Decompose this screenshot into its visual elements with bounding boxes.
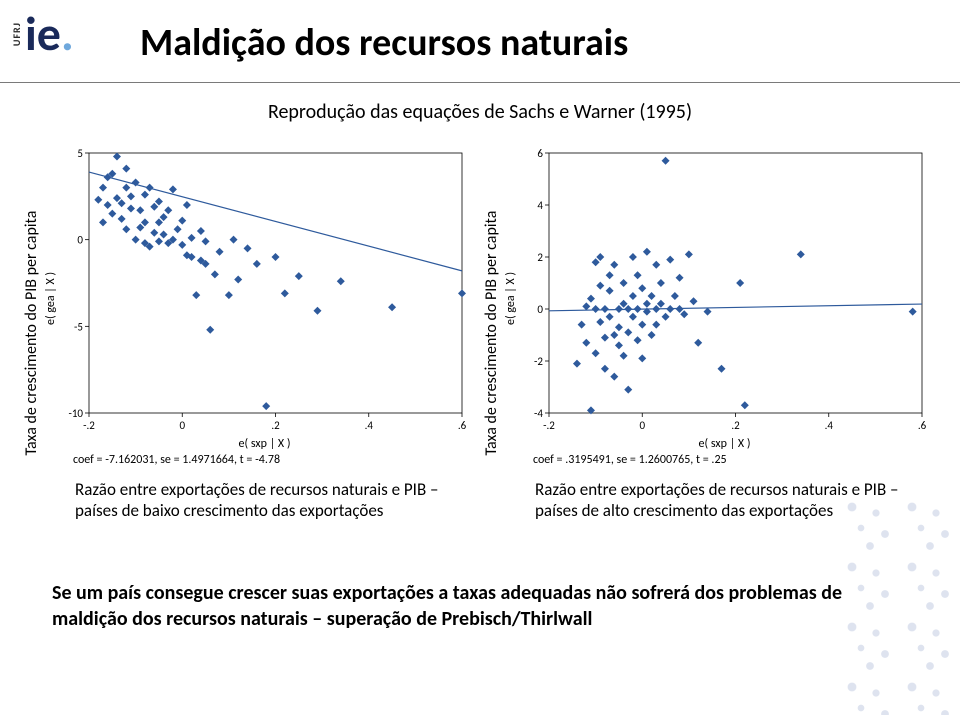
svg-text:2: 2: [537, 251, 543, 264]
svg-text:-.2: -.2: [83, 419, 95, 432]
svg-text:-5: -5: [74, 320, 83, 333]
svg-text:.6: .6: [918, 419, 927, 432]
svg-text:.6: .6: [458, 419, 467, 432]
left-scatter-plot: -10 -5 0 5 -.2 0 .2 .4 .6: [59, 145, 470, 435]
right-scatter-plot: -4 -2 0 2 4 6 -.2 0 .2 .4 .6: [519, 145, 930, 435]
conclusion-text: Se um país consegue crescer suas exporta…: [52, 580, 908, 632]
left-coef-text: coef = -7.162031, se = 1.4971664, t = -4…: [43, 451, 470, 473]
left-xlabel-stata: e( sxp | X ): [59, 435, 470, 451]
right-ylabel-stata: e( gea | X ): [503, 145, 519, 451]
charts-row: Taxa de crescimento do PIB per capita e(…: [20, 145, 930, 522]
right-chart-block: Taxa de crescimento do PIB per capita e(…: [480, 145, 930, 522]
left-ylabel-outer: Taxa de crescimento do PIB per capita: [20, 145, 43, 522]
subtitle: Reprodução das equações de Sachs e Warne…: [0, 100, 960, 124]
svg-text:0: 0: [639, 419, 645, 432]
left-ylabel-stata: e( gea | X ): [43, 145, 59, 451]
right-caption: Razão entre exportações de recursos natu…: [503, 473, 930, 522]
svg-text:.4: .4: [365, 419, 374, 432]
svg-text:.4: .4: [825, 419, 834, 432]
svg-text:5: 5: [77, 147, 83, 160]
right-ylabel-outer: Taxa de crescimento do PIB per capita: [480, 145, 503, 522]
svg-text:.2: .2: [731, 419, 740, 432]
svg-text:6: 6: [537, 147, 543, 160]
svg-text:0: 0: [179, 419, 185, 432]
svg-text:4: 4: [537, 199, 543, 212]
svg-text:-10: -10: [68, 407, 83, 420]
logo-ie-text: ie.: [25, 10, 74, 58]
logo-ufrj-text: UFRJ: [10, 22, 23, 46]
logo: UFRJ ie.: [10, 10, 74, 58]
right-xlabel-stata: e( sxp | X ): [519, 435, 930, 451]
svg-text:-2: -2: [534, 355, 543, 368]
title-divider: [0, 82, 960, 83]
svg-text:-.2: -.2: [543, 419, 555, 432]
right-coef-text: coef = .3195491, se = 1.2600765, t = .25: [503, 451, 930, 473]
svg-text:0: 0: [77, 234, 83, 247]
svg-text:-4: -4: [534, 407, 543, 420]
svg-text:.2: .2: [271, 419, 280, 432]
left-chart-block: Taxa de crescimento do PIB per capita e(…: [20, 145, 470, 522]
page-title: Maldição dos recursos naturais: [140, 20, 920, 66]
svg-text:0: 0: [537, 303, 543, 316]
left-caption: Razão entre exportações de recursos natu…: [43, 473, 470, 522]
